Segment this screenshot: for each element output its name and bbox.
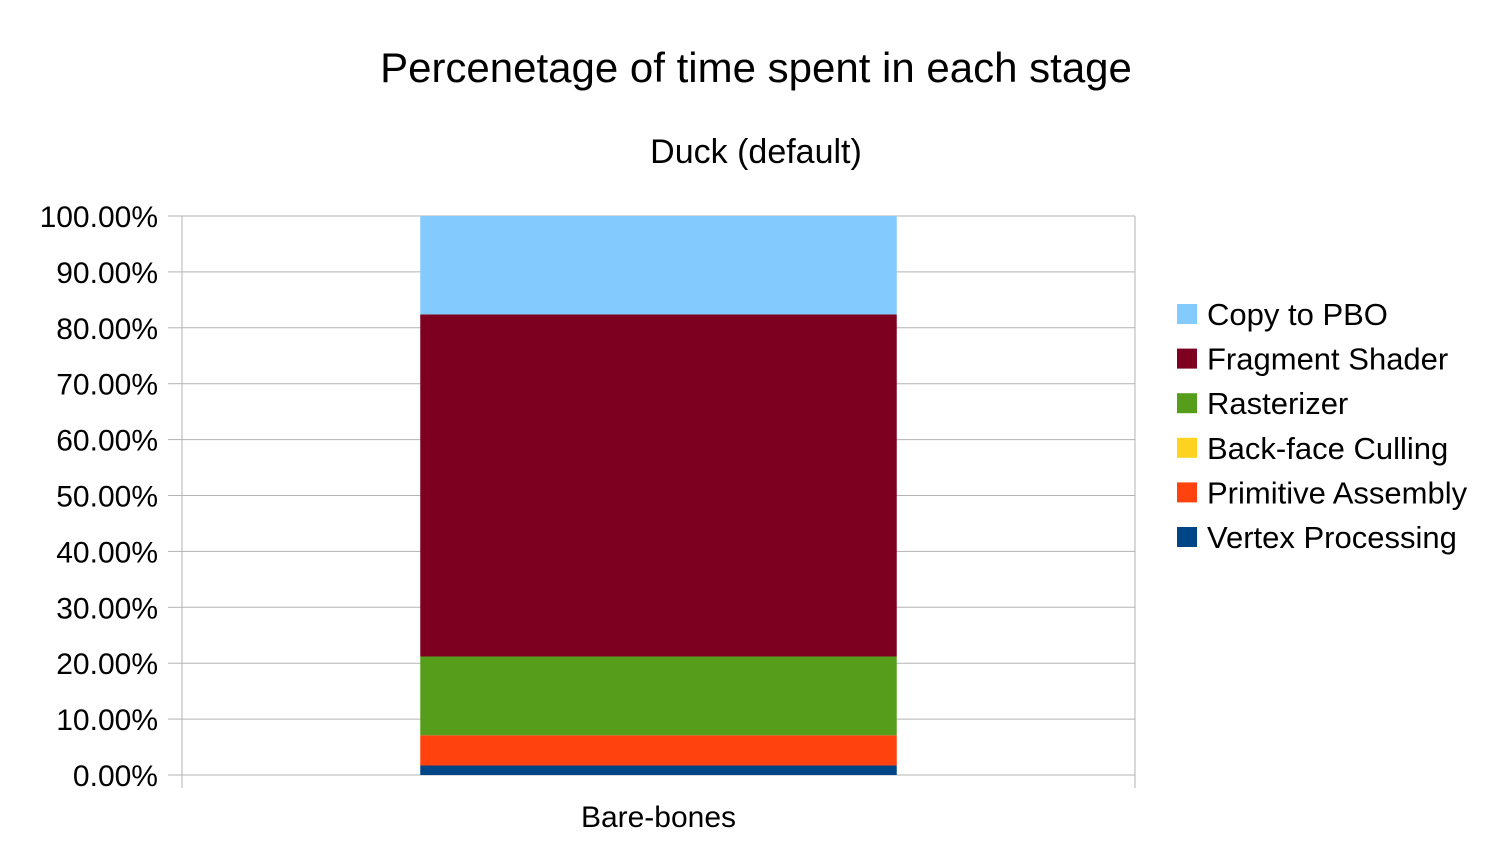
bar-segment-vertex-processing xyxy=(420,765,897,775)
legend-label-back-face-culling: Back-face Culling xyxy=(1207,431,1448,466)
y-tick-label: 80.00% xyxy=(56,313,158,346)
chart-title: Percenetage of time spent in each stage xyxy=(380,44,1132,91)
legend-swatch-copy-to-pbo xyxy=(1177,304,1197,324)
bar-segment-rasterizer xyxy=(420,656,897,736)
y-tick-label: 90.00% xyxy=(56,257,158,290)
legend-label-primitive-assembly: Primitive Assembly xyxy=(1207,475,1468,510)
y-tick-label: 0.00% xyxy=(73,760,158,793)
x-tick-label: Bare-bones xyxy=(581,801,736,834)
plot-area: 0.00% 10.00% 20.00% 30.00% 40.00% 50.00% 60.00… xyxy=(40,201,1136,834)
legend-label-fragment-shader: Fragment Shader xyxy=(1207,342,1448,377)
chart-subtitle: Duck (default) xyxy=(650,133,862,171)
legend-swatch-vertex-processing xyxy=(1177,527,1197,547)
y-tick-label: 70.00% xyxy=(56,369,158,402)
legend-label-rasterizer: Rasterizer xyxy=(1207,386,1348,421)
legend-swatch-fragment-shader xyxy=(1177,348,1197,369)
legend-swatch-primitive-assembly xyxy=(1177,482,1197,503)
y-tick-label: 60.00% xyxy=(56,425,158,458)
bar-segment-primitive-assembly xyxy=(420,735,897,766)
legend-swatch-back-face-culling xyxy=(1177,437,1197,458)
y-tick-label: 40.00% xyxy=(56,536,158,569)
bar-segment-fragment-shader xyxy=(420,314,897,657)
y-tick-label: 20.00% xyxy=(56,648,158,681)
legend-label-copy-to-pbo: Copy to PBO xyxy=(1207,297,1388,332)
legend-swatch-rasterizer xyxy=(1177,393,1197,414)
legend-label-vertex-processing: Vertex Processing xyxy=(1207,520,1457,555)
y-tick-label: 30.00% xyxy=(56,592,158,625)
bar-segment-copy-to-pbo xyxy=(420,216,897,315)
y-tick-label: 100.00% xyxy=(40,201,158,234)
y-tick-label: 10.00% xyxy=(56,704,158,737)
y-tick-label: 50.00% xyxy=(56,481,158,514)
legend: Copy to PBO Fragment Shader Rasterizer Back… xyxy=(1177,297,1468,555)
